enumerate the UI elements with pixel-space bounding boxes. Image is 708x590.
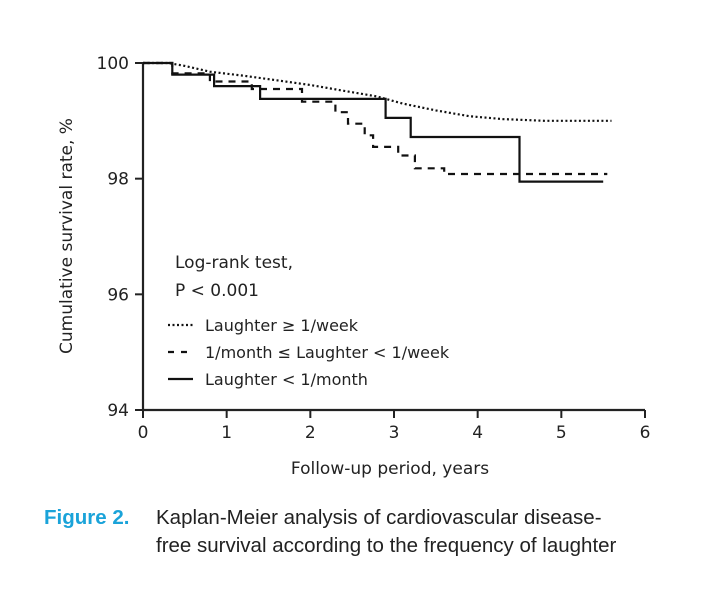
x-tick-label: 0 [138, 423, 149, 443]
x-tick-label: 6 [640, 423, 651, 443]
kaplan-meier-chart: 0 1 2 3 4 5 6 94 96 98 100 Cumulative survival rat… [57, 54, 651, 479]
x-tick-label: 3 [389, 423, 400, 443]
series-line-dashed [143, 61, 608, 176]
x-tick-label: 2 [305, 423, 316, 443]
y-tick-label: 94 [107, 401, 129, 421]
series-line-dotted [143, 61, 612, 122]
legend-label: Laughter ≥ 1/week [205, 316, 359, 335]
series-line-solid [143, 61, 604, 183]
caption-label: Figure 2. [44, 506, 130, 529]
legend-label: Laughter < 1/month [205, 370, 368, 389]
chart-legend: Laughter ≥ 1/week 1/month ≤ Laughter < 1/… [168, 316, 450, 389]
x-tick-label: 1 [221, 423, 232, 443]
y-axis-label: Cumulative survival rate, % [57, 118, 77, 354]
chart-series-layer [143, 61, 612, 183]
legend-label: 1/month ≤ Laughter < 1/week [205, 343, 450, 362]
x-tick-label: 5 [556, 423, 567, 443]
annotation-line-1: Log-rank test, [175, 253, 293, 273]
annotation-line-2: P < 0.001 [175, 281, 259, 301]
y-tick-label: 100 [97, 54, 129, 74]
chart-ticks: 0 1 2 3 4 5 6 94 96 98 100 [97, 54, 651, 443]
caption-line-2: free survival according to the frequency… [156, 534, 617, 557]
x-tick-label: 4 [472, 423, 483, 443]
y-tick-label: 96 [107, 285, 129, 305]
figure-caption: Figure 2. Kaplan-Meier analysis of cardio… [44, 504, 684, 560]
caption-line-1: Kaplan-Meier analysis of cardiovascular … [156, 506, 602, 529]
y-tick-label: 98 [107, 170, 129, 190]
x-axis-label: Follow-up period, years [291, 459, 489, 479]
